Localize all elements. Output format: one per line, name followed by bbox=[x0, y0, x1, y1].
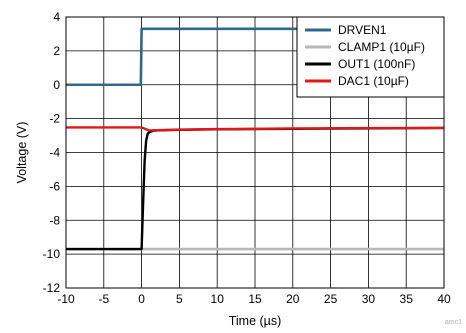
legend-label-drven1: DRVEN1 bbox=[338, 23, 387, 37]
grid bbox=[66, 17, 444, 288]
y-axis-label: Voltage (V) bbox=[15, 122, 29, 184]
legend-label-dac1-10-f: DAC1 (10µF) bbox=[338, 74, 409, 88]
watermark: amc1 bbox=[445, 319, 462, 326]
plot-frame bbox=[65, 16, 445, 289]
x-tick-label: -5 bbox=[98, 292, 109, 306]
series-line-drven1 bbox=[66, 27, 444, 87]
x-tick-label: 20 bbox=[286, 292, 300, 306]
y-tick-label: 0 bbox=[53, 78, 60, 92]
x-tick-label: 5 bbox=[176, 292, 183, 306]
y-tick-label: -2 bbox=[49, 112, 60, 126]
series-group bbox=[66, 27, 445, 251]
y-tick-label: -10 bbox=[43, 247, 61, 261]
legend: DRVEN1 CLAMP1 (10µF) OUT1 (100nF) DAC1 (10µ… bbox=[296, 16, 445, 98]
x-tick-label: 30 bbox=[362, 292, 376, 306]
y-tick-label: -6 bbox=[49, 179, 60, 193]
legend-label-out1-100nf: OUT1 (100nF) bbox=[338, 57, 415, 71]
y-tick-label: -4 bbox=[49, 146, 60, 160]
x-tick-label: 40 bbox=[437, 292, 451, 306]
x-tick-label: 10 bbox=[211, 292, 225, 306]
y-tick-label: 4 bbox=[53, 10, 60, 24]
legend-label-clamp1-10-f: CLAMP1 (10µF) bbox=[338, 40, 425, 54]
y-tick-label: 2 bbox=[53, 44, 60, 58]
legend-box bbox=[296, 16, 445, 98]
x-tick-label: 0 bbox=[138, 292, 145, 306]
x-tick-label: -10 bbox=[57, 292, 75, 306]
x-tick-label: 25 bbox=[324, 292, 338, 306]
x-tick-label: 35 bbox=[400, 292, 414, 306]
legend-items: DRVEN1 CLAMP1 (10µF) OUT1 (100nF) DAC1 (10µ… bbox=[305, 23, 425, 88]
x-tick-label: 15 bbox=[248, 292, 262, 306]
y-tick-label: -8 bbox=[49, 213, 60, 227]
series-line-dac1-10-f bbox=[66, 126, 445, 132]
y-tick-label: -12 bbox=[43, 281, 61, 295]
x-axis-label: Time (µs) bbox=[229, 314, 282, 328]
